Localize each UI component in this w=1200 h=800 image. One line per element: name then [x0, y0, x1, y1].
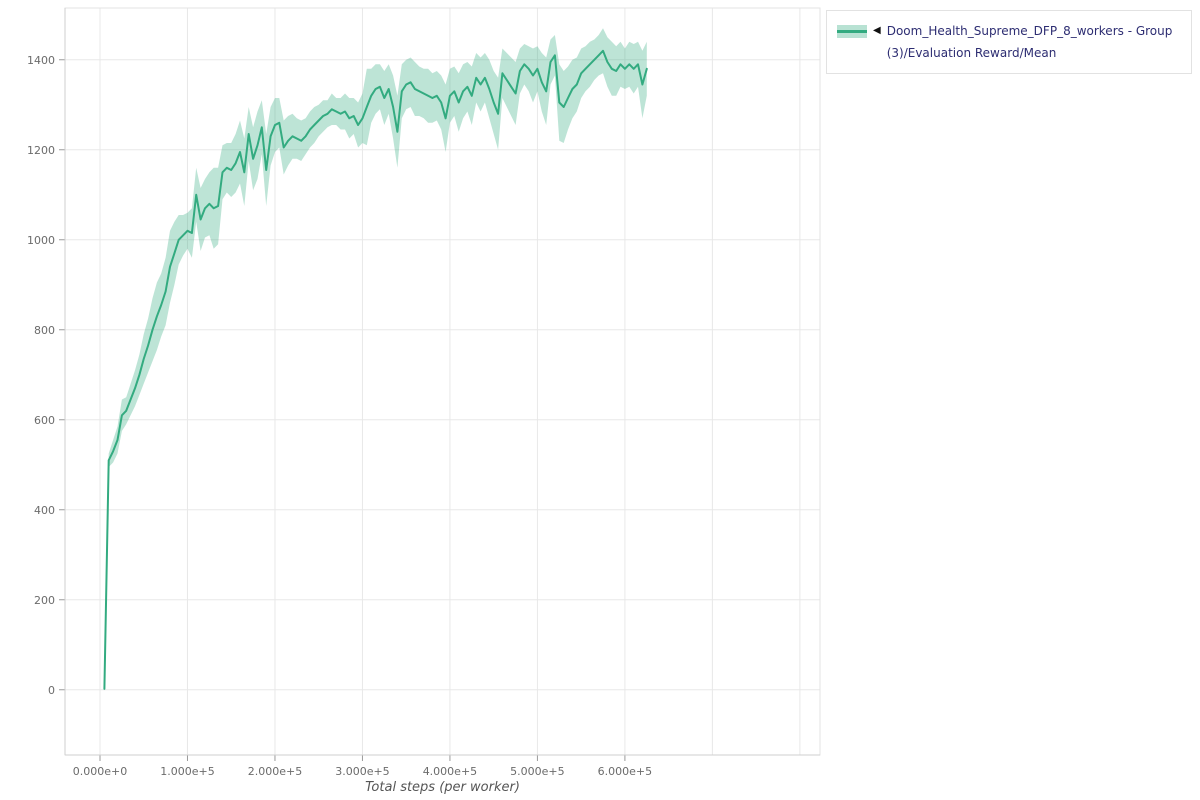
- x-tick-label: 4.000e+5: [423, 765, 477, 778]
- x-tick-label: 2.000e+5: [248, 765, 302, 778]
- y-tick-label: 400: [34, 504, 55, 517]
- x-tick-label: 5.000e+5: [510, 765, 564, 778]
- y-tick-label: 0: [48, 684, 55, 697]
- x-tick-label: 1.000e+5: [160, 765, 214, 778]
- mean-line: [103, 49, 648, 690]
- gridlines: [65, 8, 820, 755]
- y-tick-label: 1200: [27, 144, 55, 157]
- legend-collapse-marker-icon: ◀: [873, 25, 881, 36]
- legend-series-label: Doom_Health_Supreme_DFP_8_workers - Grou…: [886, 24, 1173, 60]
- x-tick-label: 6.000e+5: [598, 765, 652, 778]
- x-tick-label: 0.000e+0: [73, 765, 127, 778]
- legend-item[interactable]: ◀ Doom_Health_Supreme_DFP_8_workers - Gr…: [837, 20, 1181, 64]
- x-tick-label: 3.000e+5: [335, 765, 389, 778]
- y-tick-label: 1000: [27, 234, 55, 247]
- series-swatch-icon: [837, 25, 867, 38]
- axis-ticks: 0.000e+0 1.000e+5 2.000e+5 3.000e+5 4.000e+5…: [27, 54, 652, 778]
- confidence-band: [104, 28, 647, 692]
- y-tick-label: 1400: [27, 54, 55, 67]
- legend: ◀ Doom_Health_Supreme_DFP_8_workers - Gr…: [826, 10, 1192, 74]
- y-tick-label: 200: [34, 594, 55, 607]
- y-tick-label: 600: [34, 414, 55, 427]
- y-tick-label: 800: [34, 324, 55, 337]
- x-axis-title: Total steps (per worker): [365, 780, 520, 795]
- series-line-icon: [837, 30, 867, 33]
